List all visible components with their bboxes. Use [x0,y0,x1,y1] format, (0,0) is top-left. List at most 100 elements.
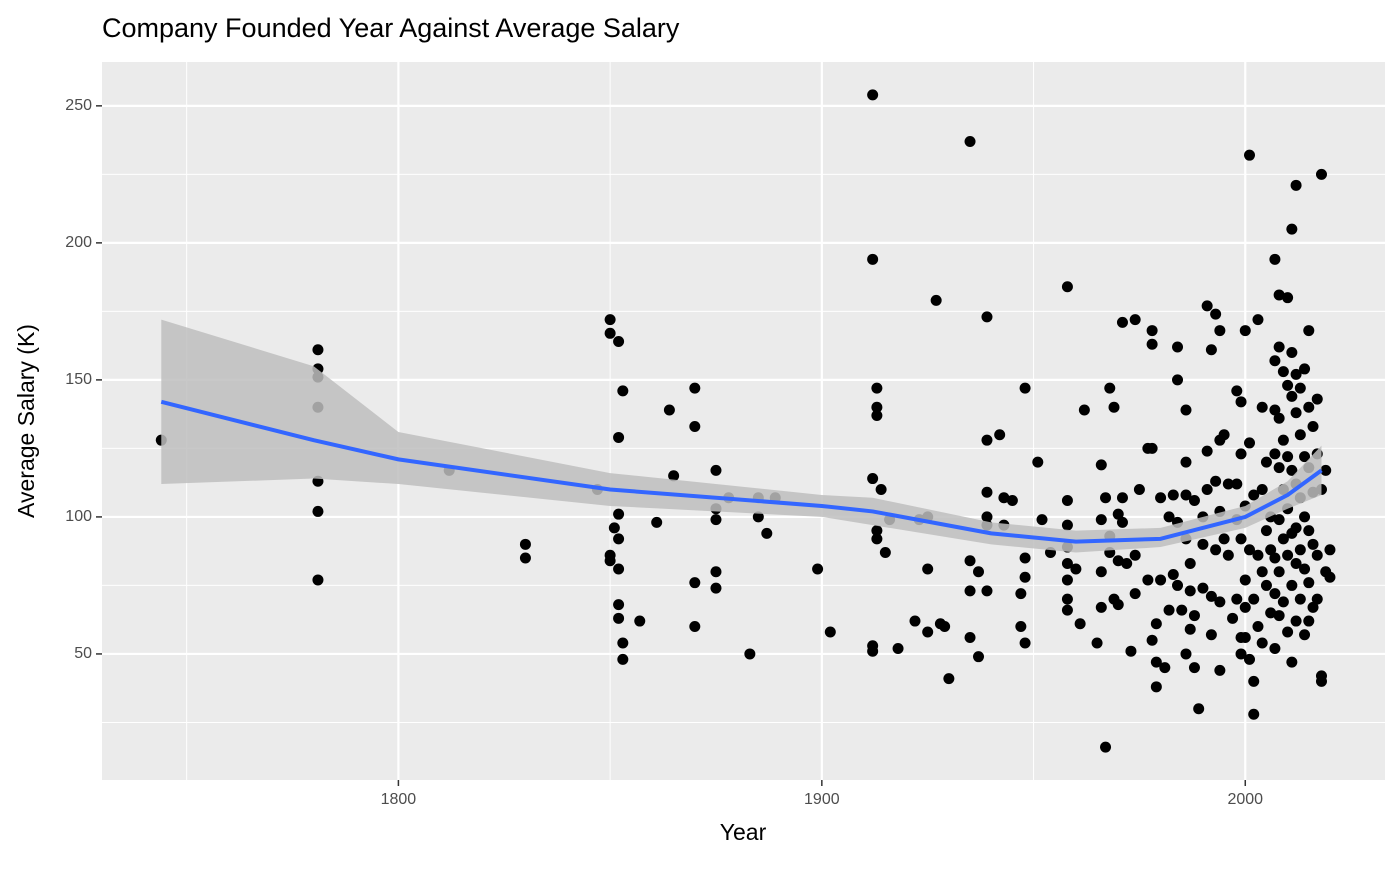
point [1222,478,1234,490]
y-tick-label: 100 [65,508,92,525]
point [1188,662,1200,674]
point [1231,593,1243,605]
point [1269,448,1281,460]
point [1078,404,1090,416]
point [1311,549,1323,561]
point [1282,379,1294,391]
point [1218,429,1230,441]
point [1290,615,1302,627]
point [1248,593,1260,605]
point [1150,656,1162,668]
point [1061,281,1073,293]
point [1116,492,1128,504]
point [1172,579,1184,591]
point [1061,558,1073,570]
point [1286,223,1298,235]
point [964,555,976,567]
point [1282,292,1294,304]
point [1184,585,1196,597]
point [1265,544,1277,556]
point [939,621,951,633]
point [1299,563,1311,575]
point [879,547,891,559]
point [922,563,934,575]
point [1290,368,1302,380]
point [710,566,722,578]
point [1091,637,1103,649]
point [981,511,993,523]
point [604,327,616,339]
point [1269,642,1281,654]
point [1218,533,1230,545]
point [1201,300,1213,312]
point [1006,494,1018,506]
point [617,637,629,649]
point [613,508,625,520]
point [1146,634,1158,646]
point [867,645,879,657]
point [1180,404,1192,416]
point [1286,579,1298,591]
point [1303,525,1315,537]
point [1231,385,1243,397]
point [608,522,620,534]
point [1269,253,1281,265]
point [1277,533,1289,545]
point [710,514,722,526]
point [1142,574,1154,586]
point [1273,462,1285,474]
point [981,311,993,323]
point [1095,459,1107,471]
x-tick-label: 1800 [381,791,417,808]
point [604,314,616,326]
smooth-line [160,399,1323,544]
point [1172,374,1184,386]
point [1188,610,1200,622]
point [1231,478,1243,490]
point [744,648,756,660]
x-tick-label: 2000 [1227,791,1263,808]
point [1256,401,1268,413]
point [1235,448,1247,460]
point [1303,401,1315,413]
point [1294,382,1306,394]
point [1180,489,1192,501]
point [1155,574,1167,586]
point [1180,648,1192,660]
axes: 1800 1900 2000 50 100 150 200 250 [65,97,1263,808]
point [930,294,942,306]
point [964,631,976,643]
point [613,336,625,348]
point [998,492,1010,504]
point [519,552,531,564]
point [1108,401,1120,413]
point [1129,588,1141,600]
y-tick-label: 200 [65,234,92,251]
point [892,642,904,654]
point [1307,601,1319,613]
point [1176,604,1188,616]
point [1244,544,1256,556]
point [1311,393,1323,405]
point [1095,601,1107,613]
point [1248,675,1260,687]
point [1311,593,1323,605]
point [1277,434,1289,446]
point [1299,363,1311,375]
point [1210,475,1222,487]
point [1303,325,1315,337]
point [689,420,701,432]
point [1299,629,1311,641]
point [689,382,701,394]
point [613,612,625,624]
point [1286,390,1298,402]
point [1303,577,1315,589]
point [1256,637,1268,649]
point [1205,590,1217,602]
point [1303,615,1315,627]
point [871,401,883,413]
point [312,344,324,356]
point [1260,525,1272,537]
point [1061,519,1073,531]
